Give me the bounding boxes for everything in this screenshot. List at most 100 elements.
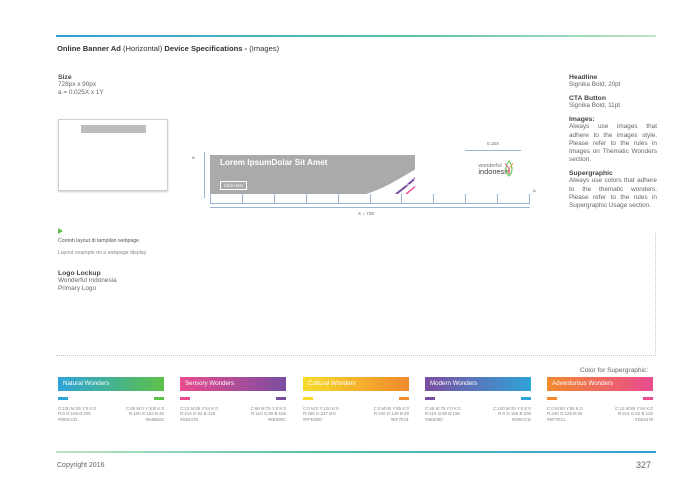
- color-code: R:0 G:156 B:205: [498, 411, 531, 417]
- layout-caption-en: Layout example on a webpage display: [58, 250, 147, 256]
- swatch-bar: Adventurous Wonders: [547, 377, 653, 391]
- dim-right-label: a: [533, 188, 536, 193]
- bottom-divider: [56, 451, 656, 453]
- swatch-chip-secondary: [521, 397, 531, 400]
- swatch-chip-secondary: [276, 397, 286, 400]
- swatch-codes-secondary: C:68 M:75 Y:0 K:0 R:110 G:80 B:156 #6E509C: [238, 406, 286, 422]
- layout-caption-id: Contoh layout di tampilan webpage: [58, 238, 140, 244]
- swatch-chip-secondary: [154, 397, 164, 400]
- dim-top-line: [465, 150, 521, 151]
- garuda-flourish-icon: [504, 160, 514, 177]
- swatch-codes-primary: C:100 M:25 Y:0 K:0 R:0 G:156 B:205 #009CCD: [58, 406, 96, 422]
- color-code: #EF7E31: [547, 416, 566, 422]
- dotted-guide-horizontal: [56, 355, 656, 356]
- swatch-chip: [58, 397, 68, 400]
- color-code: R:110 G:80 B:156: [251, 411, 286, 417]
- logo-word-indonesia: indonesia: [478, 167, 510, 176]
- swatch-codes-primary: C:68 M:75 Y:0 K:0 R:110 G:80 B:156 #6E509C: [425, 406, 461, 422]
- headline-spec-label: Headline: [569, 74, 598, 81]
- swatch-chip: [303, 397, 313, 400]
- color-code: R:214 G:52 B:120: [617, 411, 653, 417]
- headline-spec-value: Signika Bold, 20pt: [569, 81, 621, 88]
- color-code: R:110 G:80 B:156: [425, 411, 460, 417]
- images-spec-label: Images:: [569, 116, 595, 124]
- cta-spec-label: CTA Button: [569, 95, 606, 103]
- banner-headline: Lorem IpsumDolar Sit Amet: [220, 158, 328, 167]
- color-code: R:240 G:128 B:49: [373, 411, 409, 417]
- swatch-codes-primary: C:0 M:60 Y:85 K:0 R:240 G:128 B:49 #EF7E31: [547, 406, 583, 422]
- logo-lockup-name: Wonderful Indonesia: [58, 277, 117, 284]
- page-title: Online Banner Ad (Horizontal) Device Spe…: [57, 44, 280, 53]
- swatch-bar: Cultural Wonders: [303, 377, 409, 391]
- badge-seal-icon: [398, 176, 416, 186]
- dim-bottom-line: [210, 207, 530, 208]
- color-code: C:0 M:0 Y:100 K:0: [303, 406, 339, 411]
- swatch-bar: Natural Wonders: [58, 377, 164, 391]
- color-code: R:214 G:52 B:120: [180, 411, 216, 417]
- webpage-layout-thumbnail: [58, 119, 168, 191]
- logo-lockup-label: Logo Lockup: [58, 270, 101, 277]
- specs-column: Headline Signika Bold, 20pt CTA Button S…: [569, 74, 657, 210]
- swatch-codes-secondary: C:65 M:0 Y:100 K:0 R:100 G:183 B:45 #64B82…: [116, 406, 164, 422]
- copyright: Copyright 2016: [57, 462, 105, 469]
- supergraphic-spec-label: Supergraphic: [569, 170, 613, 178]
- dim-left-label: a: [192, 155, 195, 160]
- size-formula: a = 0.025X x 1Y: [58, 89, 104, 97]
- color-heading: Color for Supergraphic:: [580, 367, 649, 374]
- supergraphic-spec-value: Always use colors that adhere to the the…: [569, 177, 657, 210]
- cta-spec-value: Signika Bold, 11pt: [569, 102, 621, 110]
- thumbnail-banner-placeholder: [81, 125, 146, 133]
- color-code: C:0 M:60 Y:85 K:0: [373, 406, 409, 411]
- color-code: R:0 G:156 B:205: [58, 411, 91, 417]
- dim-bottom-label: X = 728: [358, 211, 374, 216]
- color-code: C:68 M:75 Y:0 K:0: [250, 406, 286, 411]
- color-code: C:12 M:85 Y:54 K:0: [615, 406, 653, 411]
- logo-lockup-type: Primary Logo: [58, 285, 97, 293]
- swatch-bar: Sensory Wonders: [180, 377, 286, 391]
- color-code: C:100 M:25 Y:0 K:0: [493, 406, 531, 411]
- size-block: Size 728px x 90px a = 0.025X x 1Y: [58, 74, 104, 97]
- swatch-codes-primary: C:0 M:0 Y:100 K:0 R:255 G:237 B:0 #FFED00: [303, 406, 339, 422]
- top-divider: [56, 35, 656, 37]
- wonderful-indonesia-logo: wonderful indonesia: [478, 163, 510, 175]
- color-code: R:255 G:237 B:0: [303, 411, 336, 417]
- caption-arrow-icon: [58, 228, 63, 234]
- color-code: #64B82D: [145, 416, 164, 422]
- banner-logo-area: wonderful indonesia: [415, 155, 530, 194]
- swatch-chip: [180, 397, 190, 400]
- swatch-codes-secondary: C:0 M:60 Y:85 K:0 R:240 G:128 B:49 #EF7E31: [361, 406, 409, 422]
- color-code: C:65 M:0 Y:100 K:0: [126, 406, 164, 411]
- swatch-chip-secondary: [643, 397, 653, 400]
- page-number: 327: [636, 460, 652, 470]
- color-code: #D63478: [635, 416, 653, 422]
- color-code: C:12 M:85 Y:54 K:0: [180, 406, 218, 411]
- images-spec-value: Always use images that adhere to the ima…: [569, 123, 657, 164]
- swatch-bar: Modern Wonders: [425, 377, 531, 391]
- color-code: C:0 M:60 Y:85 K:0: [547, 406, 583, 411]
- dim-top-label: 0.15X: [487, 141, 500, 146]
- color-code: #FFED00: [303, 416, 322, 422]
- color-code: C:100 M:25 Y:0 K:0: [58, 406, 96, 411]
- banner-ad-mock: wonderful indonesia Lorem IpsumDolar Sit…: [210, 155, 530, 194]
- logo-word-wonderful: wonderful: [478, 163, 502, 169]
- swatch-chip-secondary: [399, 397, 409, 400]
- color-code: #EF7E31: [390, 416, 409, 422]
- logo-lockup-block: Logo Lockup Wonderful Indonesia Primary …: [58, 270, 117, 293]
- color-code: C:68 M:75 Y:0 K:0: [425, 406, 461, 411]
- color-code: #009CCD: [58, 416, 78, 422]
- swatch-chip: [547, 397, 557, 400]
- color-code: R:100 G:183 B:45: [128, 411, 164, 417]
- color-code: #D63478: [180, 416, 198, 422]
- dotted-guide-vertical: [655, 233, 656, 356]
- color-code: #6E509C: [267, 416, 286, 422]
- dim-left-line: [204, 152, 205, 198]
- size-label: Size: [58, 74, 72, 81]
- color-code: R:240 G:128 B:49: [547, 411, 583, 417]
- size-dimensions: 728px x 90px: [58, 81, 97, 88]
- color-code: #6E509C: [425, 416, 444, 422]
- banner-cta-button: Click Here: [220, 181, 248, 190]
- swatch-codes-secondary: C:100 M:25 Y:0 K:0 R:0 G:156 B:205 #009CCD: [483, 406, 531, 422]
- color-code: #009CCD: [511, 416, 531, 422]
- swatch-codes-secondary: C:12 M:85 Y:54 K:0 R:214 G:52 B:120 #D6347…: [605, 406, 653, 422]
- banner-grid: [210, 194, 530, 204]
